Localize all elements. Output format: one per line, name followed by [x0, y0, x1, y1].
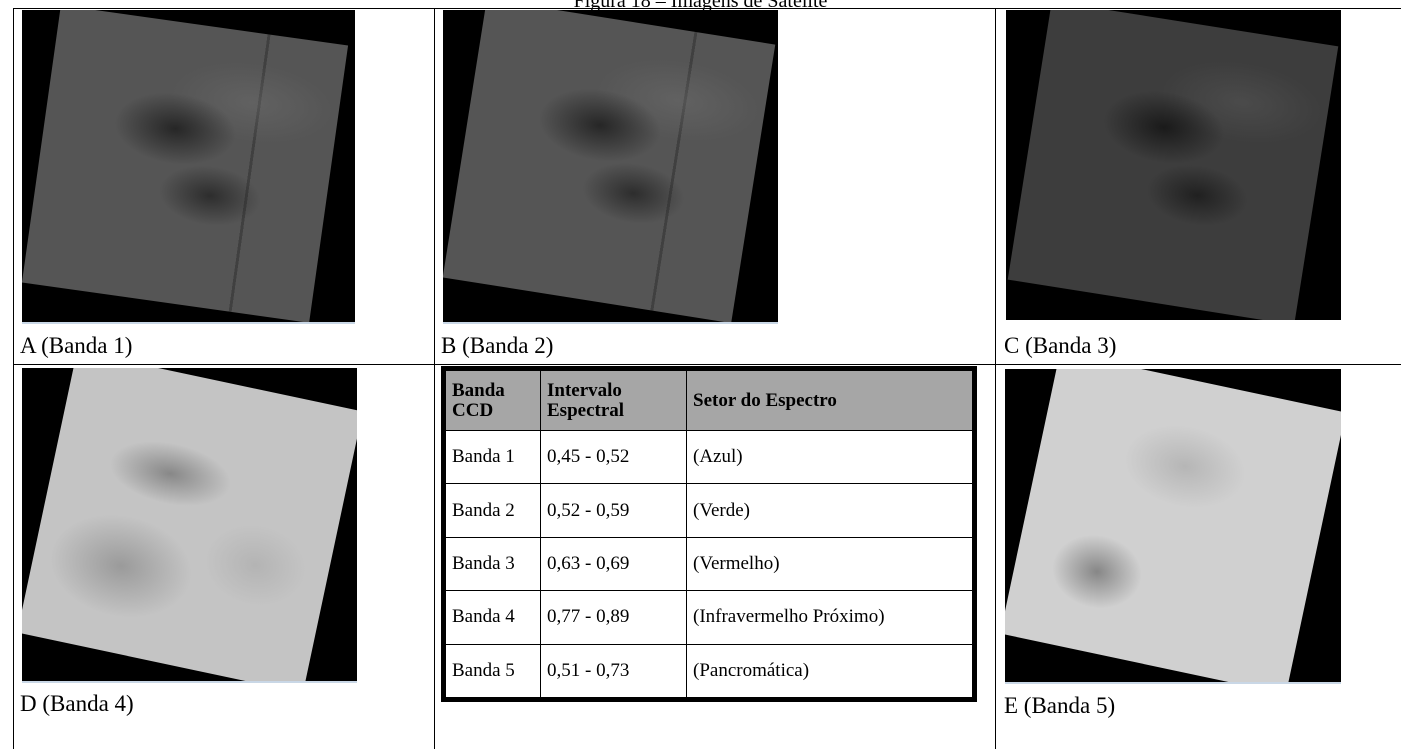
panel-label-b: B (Banda 2) [441, 333, 554, 358]
satellite-image-band-2 [443, 10, 778, 322]
cell-sector: (Verde) [686, 483, 973, 538]
spectral-bands-table: Banda CCD Intervalo Espectral Setor do E… [441, 366, 977, 702]
satellite-image-band-1 [22, 10, 355, 322]
header-banda-ccd: Banda CCD [445, 370, 541, 431]
table-row: Banda 2 0,52 - 0,59 (Verde) [445, 483, 973, 538]
cell-band: Banda 3 [445, 536, 541, 592]
panel-label-e: E (Banda 5) [1004, 693, 1116, 718]
cell-band: Banda 2 [445, 483, 541, 538]
satellite-image-band-5 [1005, 369, 1341, 682]
cell-band: Banda 1 [445, 429, 541, 485]
cell-sector: (Infravermelho Próximo) [686, 590, 973, 645]
cell-sector: (Pancromática) [686, 643, 973, 699]
cell-interval: 0,63 - 0,69 [540, 536, 687, 592]
figure-caption: Figura 18 – Imagens de Satélite [573, 0, 828, 12]
table-row: Banda 3 0,63 - 0,69 (Vermelho) [445, 536, 973, 592]
header-setor-espectro: Setor do Espectro [686, 370, 973, 431]
cell-interval: 0,45 - 0,52 [540, 429, 687, 485]
header-intervalo-espectral: Intervalo Espectral [540, 370, 687, 431]
table-row: Banda 1 0,45 - 0,52 (Azul) [445, 429, 973, 485]
cell-interval: 0,77 - 0,89 [540, 590, 687, 645]
cell-interval: 0,51 - 0,73 [540, 643, 687, 699]
satellite-image-band-4 [22, 368, 357, 681]
satellite-image-band-3 [1006, 10, 1341, 320]
panel-label-c: C (Banda 3) [1004, 333, 1117, 358]
cell-band: Banda 5 [445, 643, 541, 699]
cell-band: Banda 4 [445, 590, 541, 645]
cell-sector: (Vermelho) [686, 536, 973, 592]
cell-interval: 0,52 - 0,59 [540, 483, 687, 538]
panel-label-a: A (Banda 1) [20, 333, 133, 358]
table-row: Banda 4 0,77 - 0,89 (Infravermelho Próxi… [445, 590, 973, 645]
panel-label-d: D (Banda 4) [20, 691, 134, 716]
table-row: Banda 5 0,51 - 0,73 (Pancromática) [445, 643, 973, 699]
cell-sector: (Azul) [686, 429, 973, 485]
